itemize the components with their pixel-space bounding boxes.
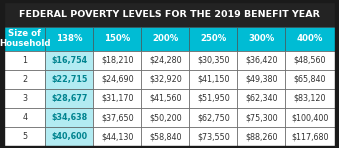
Text: $24,280: $24,280: [149, 56, 182, 65]
Bar: [237, 27, 285, 51]
Text: 150%: 150%: [104, 34, 131, 43]
Text: $48,560: $48,560: [294, 56, 326, 65]
Bar: [45, 51, 94, 70]
Bar: [4, 51, 45, 70]
Bar: [94, 108, 141, 127]
Bar: [141, 89, 190, 108]
Bar: [45, 108, 94, 127]
Text: $100,400: $100,400: [292, 113, 329, 122]
Text: $18,210: $18,210: [101, 56, 134, 65]
Text: $73,550: $73,550: [197, 132, 230, 141]
Text: $41,150: $41,150: [197, 75, 230, 84]
Text: $75,300: $75,300: [245, 113, 278, 122]
Text: $88,260: $88,260: [245, 132, 278, 141]
Text: $16,754: $16,754: [51, 56, 87, 65]
Bar: [141, 108, 190, 127]
Bar: [190, 51, 237, 70]
Bar: [190, 127, 237, 146]
Text: $117,680: $117,680: [291, 132, 329, 141]
Text: $28,677: $28,677: [51, 94, 87, 103]
Text: $51,950: $51,950: [197, 94, 230, 103]
Bar: [190, 89, 237, 108]
Bar: [45, 27, 94, 51]
Bar: [141, 70, 190, 89]
Bar: [237, 127, 285, 146]
Text: $30,350: $30,350: [197, 56, 230, 65]
Text: 138%: 138%: [56, 34, 83, 43]
Text: $65,840: $65,840: [294, 75, 326, 84]
Bar: [285, 27, 335, 51]
Bar: [45, 70, 94, 89]
Text: $62,340: $62,340: [245, 94, 278, 103]
Bar: [285, 51, 335, 70]
Text: $41,560: $41,560: [149, 94, 182, 103]
Text: 250%: 250%: [200, 34, 226, 43]
Text: $31,170: $31,170: [101, 94, 134, 103]
Text: $40,600: $40,600: [51, 132, 87, 141]
Bar: [4, 27, 45, 51]
Text: $50,200: $50,200: [149, 113, 182, 122]
Bar: [237, 51, 285, 70]
Bar: [141, 127, 190, 146]
Bar: [237, 70, 285, 89]
Text: 3: 3: [22, 94, 27, 103]
Bar: [4, 89, 45, 108]
Text: $62,750: $62,750: [197, 113, 230, 122]
Bar: [94, 127, 141, 146]
Text: 2: 2: [22, 75, 27, 84]
Text: $83,120: $83,120: [294, 94, 326, 103]
Bar: [285, 127, 335, 146]
Bar: [94, 70, 141, 89]
Text: 300%: 300%: [248, 34, 275, 43]
Bar: [4, 127, 45, 146]
Text: 4: 4: [22, 113, 27, 122]
Text: $36,420: $36,420: [245, 56, 278, 65]
Text: $49,380: $49,380: [245, 75, 278, 84]
Bar: [45, 89, 94, 108]
Text: FEDERAL POVERTY LEVELS FOR THE 2019 BENEFIT YEAR: FEDERAL POVERTY LEVELS FOR THE 2019 BENE…: [19, 10, 320, 19]
Text: 400%: 400%: [297, 34, 323, 43]
Bar: [4, 108, 45, 127]
Bar: [94, 27, 141, 51]
Bar: [190, 108, 237, 127]
Text: $24,690: $24,690: [101, 75, 134, 84]
Text: $37,650: $37,650: [101, 113, 134, 122]
Bar: [285, 70, 335, 89]
Bar: [237, 108, 285, 127]
Bar: [45, 127, 94, 146]
Bar: [141, 51, 190, 70]
Text: $34,638: $34,638: [51, 113, 87, 122]
Bar: [141, 27, 190, 51]
Bar: [4, 70, 45, 89]
Bar: [285, 108, 335, 127]
Bar: [237, 89, 285, 108]
Text: 1: 1: [22, 56, 27, 65]
Text: $32,920: $32,920: [149, 75, 182, 84]
Bar: [190, 70, 237, 89]
Text: 5: 5: [22, 132, 27, 141]
Bar: [190, 27, 237, 51]
Bar: [94, 89, 141, 108]
Bar: [4, 2, 335, 27]
Text: $58,840: $58,840: [149, 132, 182, 141]
Text: Size of
Household: Size of Household: [0, 29, 51, 48]
Bar: [94, 51, 141, 70]
Text: $44,130: $44,130: [101, 132, 134, 141]
Text: $22,715: $22,715: [51, 75, 87, 84]
Bar: [285, 89, 335, 108]
Text: 200%: 200%: [152, 34, 179, 43]
